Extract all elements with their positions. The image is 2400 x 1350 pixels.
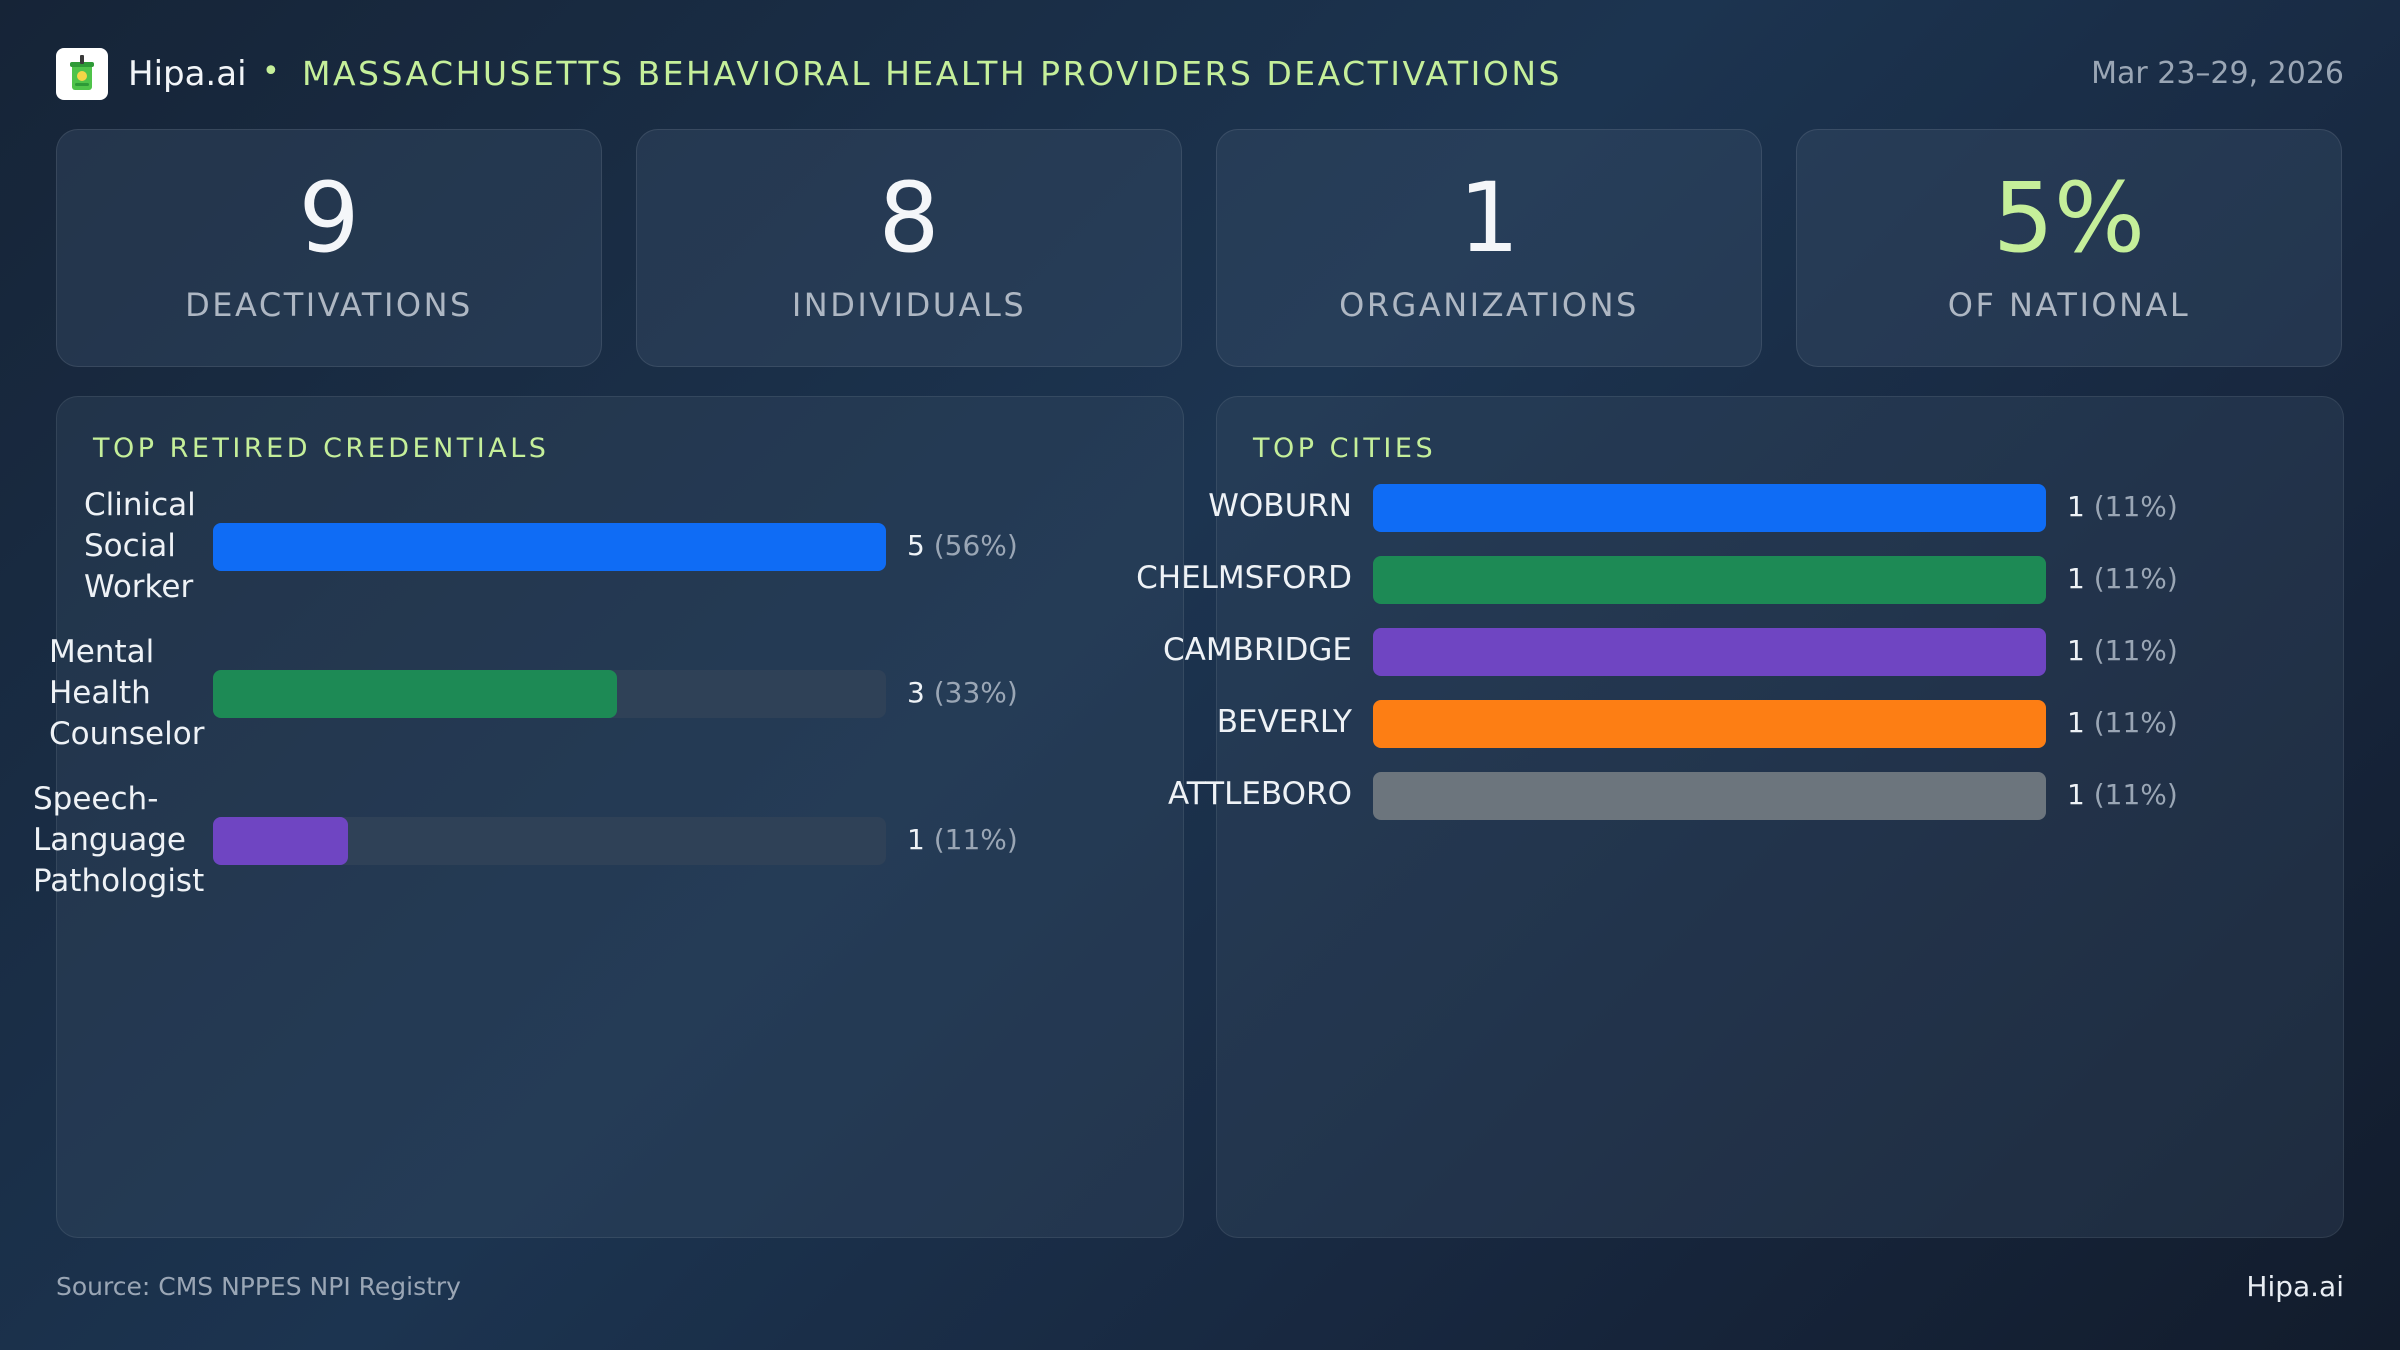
bar-value-label: 1 (11%) — [2067, 490, 2178, 523]
bar-label: Mental Health Counselor — [49, 632, 229, 755]
kpi-label: OF NATIONAL — [1947, 286, 2191, 324]
bar-value: 1 — [2067, 562, 2094, 595]
bar — [1373, 556, 2046, 604]
bar-label-line: Speech- — [33, 781, 159, 817]
bar-value-label: 1 (11%) — [2067, 706, 2178, 739]
kpi-label: INDIVIDUALS — [791, 286, 1027, 324]
bar-percent: (11%) — [2093, 778, 2178, 811]
bar-label: WOBURN — [1208, 488, 1352, 524]
bar — [1373, 484, 2046, 532]
bar-percent: (33%) — [933, 676, 1018, 709]
kpi-label: ORGANIZATIONS — [1339, 286, 1639, 324]
bar-track — [1373, 772, 2046, 820]
bar-value: 1 — [2067, 490, 2094, 523]
bar-track — [1373, 628, 2046, 676]
bar-value-label: 1 (11%) — [907, 823, 1018, 856]
bar-value-label: 1 (11%) — [2067, 562, 2178, 595]
page-title: MASSACHUSETTS BEHAVIORAL HEALTH PROVIDER… — [302, 54, 1562, 93]
bar-label-line: Pathologist — [33, 863, 205, 899]
bar-percent: (11%) — [2093, 634, 2178, 667]
bar-label: Speech- Language Pathologist — [33, 779, 213, 902]
bar-track — [213, 670, 886, 718]
cup-logo-icon — [56, 48, 108, 100]
bar-value: 1 — [907, 823, 934, 856]
kpi-card-deactivations: 9 DEACTIVATIONS — [56, 129, 602, 367]
title-separator: • — [262, 54, 280, 89]
kpi-value: 5% — [1992, 162, 2146, 274]
bar-track — [1373, 700, 2046, 748]
bar-value: 3 — [907, 676, 934, 709]
bar-track — [1373, 556, 2046, 604]
bar — [1373, 700, 2046, 748]
bar-percent: (56%) — [933, 529, 1018, 562]
bar — [213, 670, 617, 718]
kpi-value: 8 — [878, 162, 940, 274]
bar-value: 1 — [2067, 634, 2094, 667]
bar — [1373, 772, 2046, 820]
bar-percent: (11%) — [933, 823, 1018, 856]
kpi-value: 1 — [1458, 162, 1520, 274]
bar-value: 1 — [2067, 778, 2094, 811]
credentials-chart-title: TOP RETIRED CREDENTIALS — [93, 433, 550, 464]
bar-value: 5 — [907, 529, 934, 562]
date-range: Mar 23–29, 2026 — [2091, 56, 2344, 91]
bar-value-label: 1 (11%) — [2067, 778, 2178, 811]
bar-label-line: Social — [84, 528, 176, 564]
brand-name: Hipa.ai — [128, 54, 247, 94]
bar-label-line: Counselor — [49, 716, 205, 752]
cities-chart-title: TOP CITIES — [1253, 433, 1437, 464]
bar-value-label: 5 (56%) — [907, 529, 1018, 562]
bar-value: 1 — [2067, 706, 2094, 739]
bar-percent: (11%) — [2093, 490, 2178, 523]
bar-value-label: 3 (33%) — [907, 676, 1018, 709]
kpi-label: DEACTIVATIONS — [185, 286, 473, 324]
source-note: Source: CMS NPPES NPI Registry — [56, 1272, 461, 1301]
bar-label-line: Language — [33, 822, 186, 858]
bar-track — [1373, 484, 2046, 532]
header: Hipa.ai • MASSACHUSETTS BEHAVIORAL HEALT… — [56, 46, 2344, 102]
bar-track — [213, 523, 886, 571]
bar-label-line: Mental — [49, 634, 155, 670]
bar-label: ATTLEBORO — [1167, 776, 1352, 812]
bar-label: CHELMSFORD — [1136, 560, 1352, 596]
kpi-card-national-share: 5% OF NATIONAL — [1796, 129, 2342, 367]
bar-label: Clinical Social Worker — [84, 485, 264, 608]
bar — [213, 817, 348, 865]
bar-label: CAMBRIDGE — [1162, 632, 1352, 668]
bar — [1373, 628, 2046, 676]
kpi-card-organizations: 1 ORGANIZATIONS — [1216, 129, 1762, 367]
kpi-value: 9 — [298, 162, 360, 274]
kpi-card-individuals: 8 INDIVIDUALS — [636, 129, 1182, 367]
bar-track — [213, 817, 886, 865]
bar-label-line: Health — [49, 675, 151, 711]
bar-percent: (11%) — [2093, 562, 2178, 595]
bar-label: BEVERLY — [1216, 704, 1352, 740]
bar-label-line: Clinical — [84, 487, 196, 523]
bar-value-label: 1 (11%) — [2067, 634, 2178, 667]
bar-percent: (11%) — [2093, 706, 2178, 739]
bar — [213, 523, 886, 571]
footer-brand: Hipa.ai — [2246, 1270, 2344, 1303]
bar-label-line: Worker — [84, 569, 194, 605]
